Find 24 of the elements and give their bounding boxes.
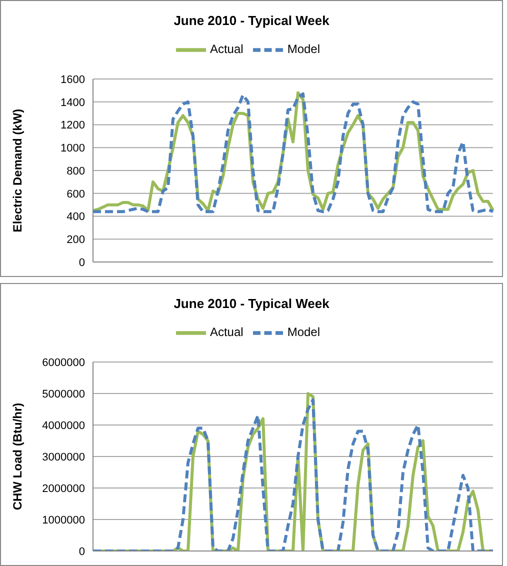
legend-label: Actual — [210, 42, 244, 56]
y-tick-label: 1600 — [60, 74, 85, 86]
y-tick-label: 6000000 — [42, 356, 85, 369]
y-tick-label: 3000000 — [42, 451, 85, 464]
chart-title: June 2010 - Typical Week — [172, 295, 330, 313]
y-tick-label: 1200 — [60, 120, 85, 132]
y-tick-label: 400 — [66, 211, 85, 224]
y-tick-label: 2000000 — [42, 482, 85, 495]
y-axis-title: Electric Demand (kW) — [10, 108, 24, 232]
y-tick-label: 1000 — [60, 142, 85, 155]
y-tick-label: 4000000 — [42, 420, 85, 432]
y-tick-label: 1000000 — [42, 514, 85, 526]
y-tick-label: 0 — [78, 256, 85, 269]
y-tick-label: 1400 — [60, 96, 85, 109]
legend-label: Model — [287, 42, 320, 56]
y-axis-title: CHW Load (Btu/hr) — [10, 402, 24, 510]
legend-label: Model — [287, 325, 320, 340]
y-tick-label: 800 — [66, 165, 85, 178]
legend-label: Actual — [210, 325, 244, 340]
y-tick-label: 600 — [66, 188, 85, 200]
y-tick-label: 200 — [66, 234, 85, 246]
y-tick-label: 5000000 — [42, 388, 85, 400]
chart-title: June 2010 - Typical Week — [172, 12, 330, 30]
y-tick-label: 0 — [78, 546, 85, 558]
